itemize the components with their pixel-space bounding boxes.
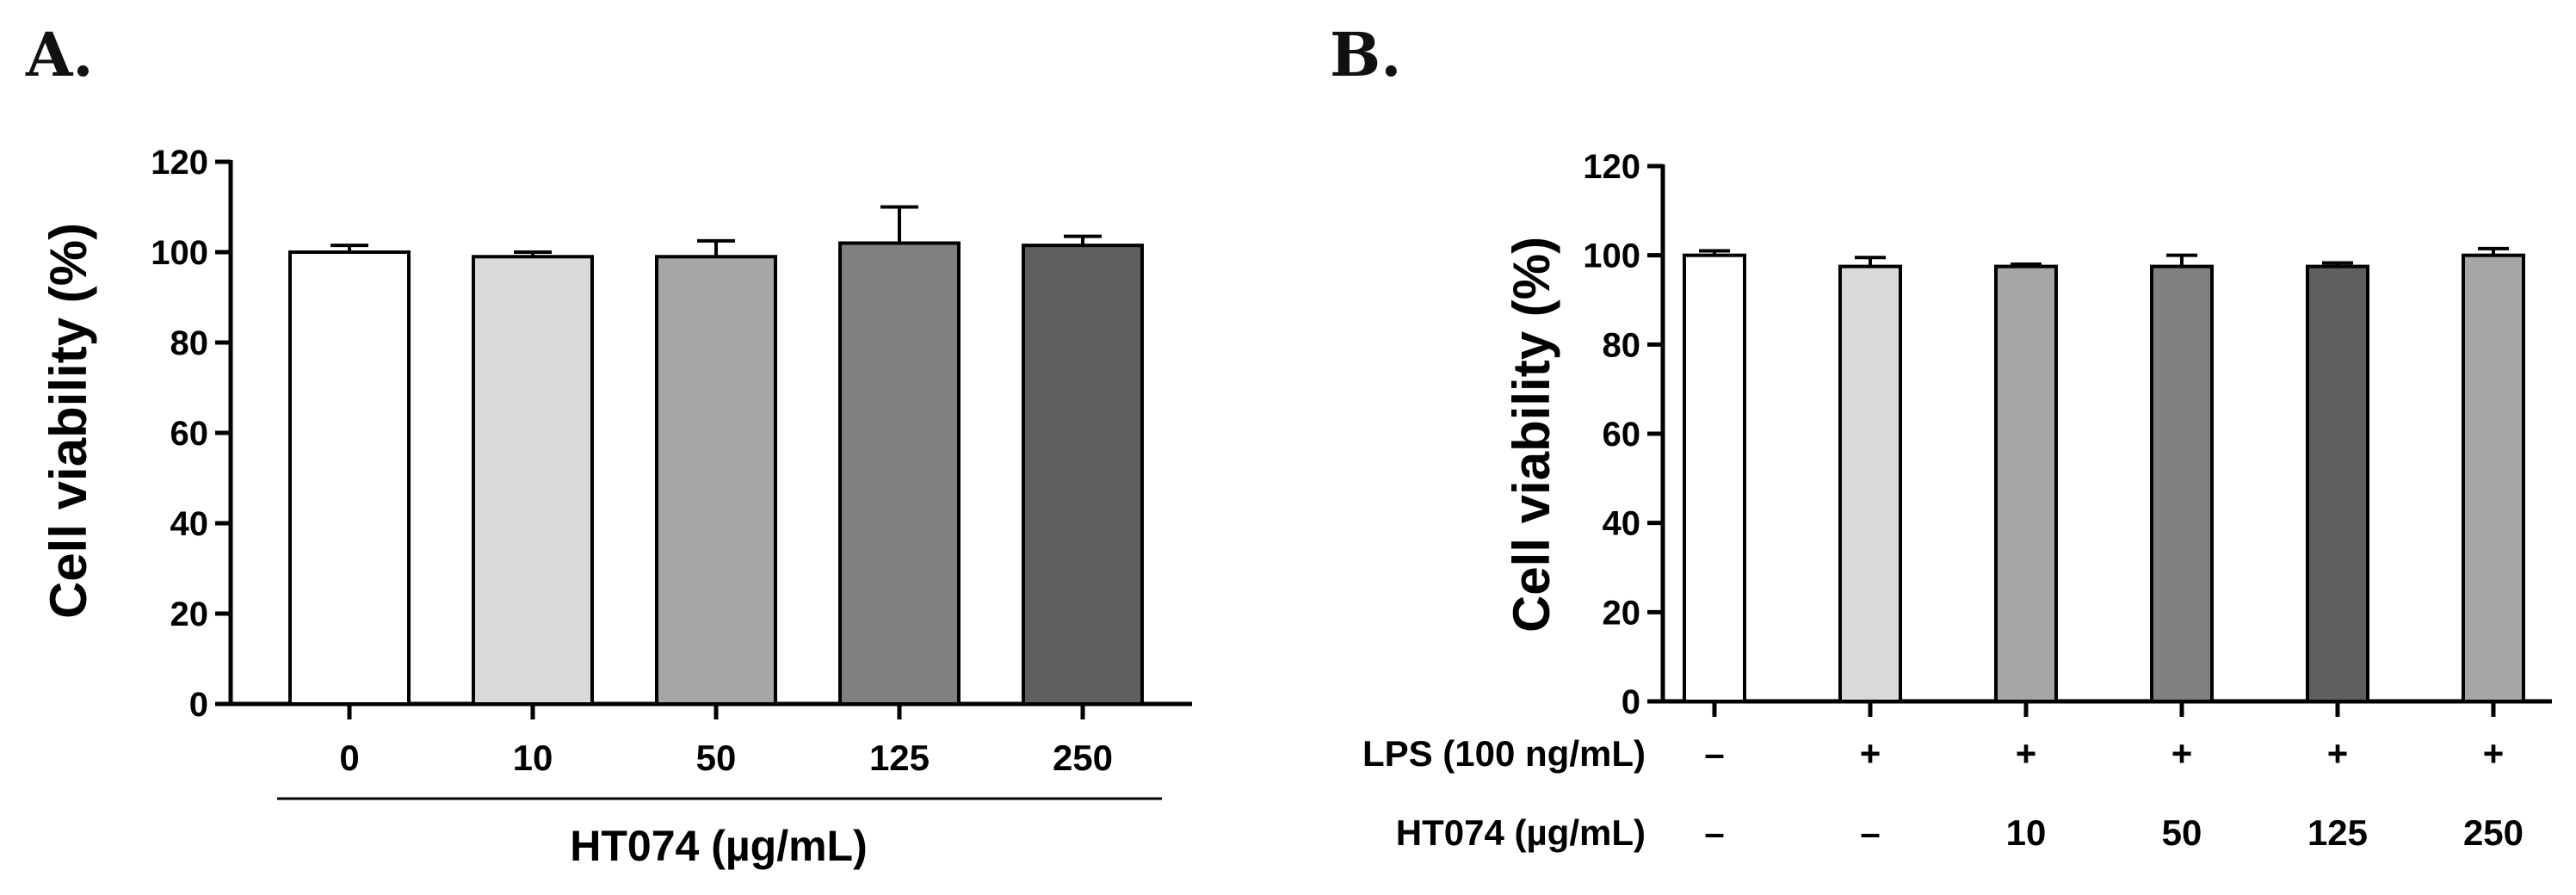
panel-b-condition-value: +	[2483, 733, 2505, 774]
panel-b-label: B.	[1330, 19, 1402, 90]
panel-b-bar	[2306, 264, 2369, 703]
panel-a-y-tick-label: 100	[151, 234, 208, 272]
panel-b-condition-value: –	[1704, 812, 1724, 853]
panel-a-bar	[288, 250, 411, 706]
panel-b-bar	[1838, 264, 1902, 703]
panel-a-x-axis-label: HT074 (µg/mL)	[570, 822, 868, 870]
panel-b-bar	[2150, 264, 2214, 703]
panel-b-y-tick-label: 0	[1622, 683, 1640, 721]
panel-b-y-tick-label: 40	[1603, 505, 1641, 543]
panel-b-condition-value: +	[2016, 733, 2037, 774]
panel-b-y-tick-label: 120	[1583, 148, 1640, 186]
panel-a-y-tick-label: 60	[170, 415, 209, 453]
panel-b-chart: Cell viability (%) 0 20 40 60 80 100 120 LPS (1…	[1362, 148, 2552, 853]
panel-a-category-label: 50	[696, 738, 737, 778]
panel-b-condition-value: –	[1704, 733, 1724, 774]
panel-b-y-axis-label: Cell viability (%)	[1503, 237, 1560, 633]
panel-a-y-tick-label: 40	[170, 505, 209, 543]
panel-a-bar	[472, 255, 594, 706]
panel-a-label: A.	[25, 19, 94, 90]
panel-b-y-tick-label: 60	[1603, 416, 1641, 454]
panel-a-y-tick-label: 80	[170, 324, 209, 362]
panel-a-bar	[1022, 244, 1144, 706]
panel-b-condition-value: 10	[2006, 812, 2047, 853]
panel-a-bar	[655, 255, 777, 706]
panel-a-bar	[838, 241, 961, 706]
panel-a-category-label: 0	[339, 738, 359, 778]
panel-a-y-axis-label: Cell viability (%)	[40, 223, 97, 619]
panel-a-category-label: 125	[869, 738, 930, 778]
panel-b-condition-value: +	[2327, 733, 2349, 774]
panel-b-condition-value: +	[2171, 733, 2193, 774]
panel-b-bar	[2462, 253, 2525, 703]
panel-a-y-tick-label: 20	[170, 596, 209, 633]
panel-a-category-label: 10	[513, 738, 553, 778]
panel-b-row-label: HT074 (µg/mL)	[1396, 812, 1646, 853]
panel-b-condition-value: 125	[2307, 812, 2368, 853]
panel-b-y-tick-label: 100	[1583, 238, 1640, 275]
panel-a-category-label: 250	[1053, 738, 1113, 778]
panel-b-condition-value: 250	[2463, 812, 2523, 853]
panel-b-y-tick-label: 20	[1603, 594, 1641, 632]
panel-b-condition-value: +	[1860, 733, 1881, 774]
panel-a-y-tick-label: 0	[189, 686, 208, 724]
panel-b-condition-value: 50	[2162, 812, 2202, 853]
panel-b-bar	[1683, 253, 1746, 703]
panel-b-bar	[1994, 264, 2058, 703]
panel-b-row-label: LPS (100 ng/mL)	[1362, 733, 1646, 774]
panel-b-condition-value: –	[1860, 812, 1880, 853]
panel-a-chart: Cell viability (%) HT074 (µg/mL) 0 20 40 60…	[40, 144, 1192, 870]
panel-b-y-tick-label: 80	[1603, 326, 1641, 364]
panel-a-y-tick-label: 120	[151, 144, 208, 182]
